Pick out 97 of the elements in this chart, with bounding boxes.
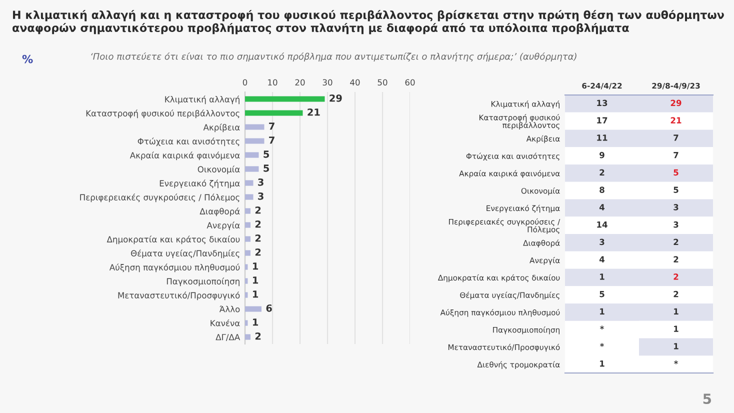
y-tick-label: ΔΓ/ΔΑ [216, 334, 240, 341]
data-label: 1 [674, 326, 678, 332]
x-tick-label: 20 [295, 79, 305, 86]
data-label: 2 [255, 332, 261, 340]
y-tick-label: Κανένα [210, 320, 240, 326]
y-tick-label: Ανεργία [206, 222, 240, 230]
data-label: 21 [308, 108, 320, 116]
bar [245, 96, 325, 102]
data-label: 2 [674, 238, 678, 245]
bar [245, 306, 262, 312]
data-label: 1 [253, 290, 258, 298]
bar [245, 124, 264, 130]
data-label: 11 [597, 134, 608, 141]
bar [245, 110, 303, 116]
data-label: 1 [600, 360, 604, 367]
data-label: 17 [597, 117, 608, 124]
data-label: 2 [600, 169, 604, 176]
data-label: 1 [674, 343, 678, 350]
y-tick-label: Ακρίβεια [203, 124, 240, 132]
x-tick-label: 40 [350, 79, 360, 86]
bar [245, 320, 248, 326]
bar [245, 292, 248, 298]
y-tick-label: Ακραία καιρικά φαινόμενα [130, 152, 240, 160]
data-label: 2 [255, 234, 261, 242]
y-tick-label: Άλλο [219, 306, 240, 312]
y-tick-label: Φτώχεια και ανισότητες [138, 138, 240, 146]
bar [245, 180, 254, 186]
y-tick-label: Δημοκρατία και κράτος δικαίου [106, 236, 240, 244]
data-label: 5 [264, 164, 269, 172]
text: * [600, 343, 604, 347]
data-label: 13 [597, 100, 608, 106]
data-label: 3 [674, 221, 678, 228]
x-tick-label: 60 [405, 79, 415, 86]
bar [245, 236, 250, 242]
y-tick-label: Θέματα υγείας/Πανδημίες [131, 250, 240, 258]
data-label: 1 [600, 308, 604, 314]
data-label: 7 [674, 152, 678, 158]
data-label: 4 [599, 256, 605, 262]
y-tick-label: Μεταναστευτικό/Προσφυγικό [118, 292, 240, 300]
chart-subtitle: ‘Ποιο πιστεύετε ότι είναι το πιο σημαντικό πρόβλημα που αντιμετωπίζει ο πλανήτης σήμερα;’ (αυθόρμητα) [91, 52, 576, 62]
data-label: 21 [670, 117, 682, 124]
bar [245, 138, 264, 144]
x-tick-label: 30 [322, 79, 332, 86]
data-label: 3 [258, 192, 264, 200]
data-label: 5 [600, 291, 604, 298]
x-tick-label: 50 [378, 79, 388, 86]
data-label: 2 [674, 290, 678, 298]
data-label: 2 [255, 220, 261, 228]
data-label: 29 [670, 100, 682, 106]
bar [245, 208, 250, 214]
bar [245, 194, 254, 200]
bar [245, 334, 250, 340]
data-label: 9 [600, 152, 604, 158]
y-tick-label: Οικονομία [198, 166, 240, 174]
data-label: 7 [674, 134, 678, 141]
data-label: 5 [674, 186, 678, 193]
bar [245, 166, 259, 172]
data-label: 2 [674, 256, 678, 262]
data-label: 8 [600, 186, 604, 193]
text: 5 [703, 394, 712, 404]
x-tick-label: 10 [268, 79, 278, 86]
data-label: 3 [600, 238, 604, 246]
y-tick-label: Κλιματική αλλαγή [165, 96, 240, 104]
y-tick-label: Διαφθορά [200, 208, 240, 216]
data-label: 1 [253, 262, 258, 270]
data-label: 2 [255, 206, 261, 214]
data-label: 6 [266, 304, 272, 312]
y-tick-label: Παγκοσμιοποίηση [166, 278, 240, 286]
bar [245, 152, 259, 158]
data-label: 7 [269, 136, 274, 144]
y-tick-label: Περιφερειακές συγκρούσεις / Πόλεμος [80, 194, 240, 202]
data-label: 3 [674, 204, 678, 210]
y-tick-label: Καταστροφή φυσικού περιβάλλοντος [86, 110, 240, 118]
data-label: 14 [597, 222, 608, 228]
data-label: 29 [330, 94, 342, 102]
data-label: 1 [253, 276, 258, 284]
bar [245, 264, 248, 270]
chart-title: Η κλιματική αλλαγή και η καταστροφή του φυσικού περιβάλλοντος βρίσκεται στην πρώτη θέση των αυθόρμητων αναφορών σημαντικότερου προβλήματος στον πλανήτη με διαφορά από τα υπόλοιπα προβλήματα [12, 10, 724, 34]
bar [245, 250, 250, 256]
data-label: 5 [264, 150, 269, 158]
data-label: 2 [255, 248, 261, 256]
data-label: 1 [600, 274, 604, 280]
data-label: 7 [269, 122, 274, 130]
data-label: 5 [674, 169, 678, 176]
data-label: 2 [674, 274, 678, 280]
bar [245, 222, 250, 228]
text: * [600, 326, 604, 330]
x-tick-label: 0 [242, 79, 248, 86]
data-label: 1 [674, 308, 678, 314]
text: % [22, 54, 33, 64]
y-tick-label: Αύξηση παγκόσμιου πληθυσμού [109, 264, 240, 272]
bar [245, 278, 248, 284]
text: * [674, 360, 678, 364]
data-label: 1 [253, 318, 258, 326]
data-label: 3 [258, 178, 264, 186]
y-tick-label: Ενεργειακό ζήτημα [160, 180, 240, 188]
data-label: 4 [599, 204, 605, 210]
